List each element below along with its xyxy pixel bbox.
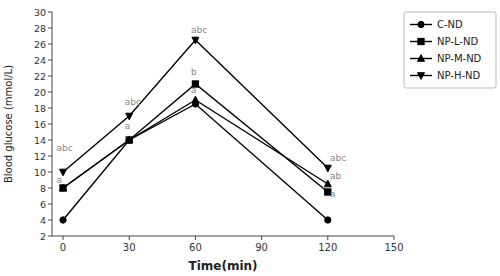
y-tick [48, 156, 52, 157]
legend-marker [418, 55, 425, 62]
legend-item: NP-M-ND [410, 53, 482, 64]
annotation: a [330, 189, 336, 199]
y-tick-label: 10 [34, 167, 46, 178]
y-tick-label: 2 [40, 231, 46, 242]
legend-marker [418, 21, 424, 27]
y-tick [48, 124, 52, 125]
x-tick-label: 90 [255, 242, 268, 253]
y-tick [48, 28, 52, 29]
point [60, 217, 66, 223]
y-tick [48, 92, 52, 93]
point [126, 137, 132, 143]
background [0, 0, 500, 276]
legend-label: C-ND [437, 19, 463, 30]
annotation: a [56, 175, 62, 185]
y-tick-label: 26 [34, 39, 46, 50]
legend-marker [418, 38, 424, 44]
legend-item: C-ND [410, 19, 463, 30]
annotation: b [191, 67, 197, 77]
y-tick-label: 14 [34, 135, 46, 146]
y-tick [48, 220, 52, 221]
y-tick-label: 8 [40, 183, 46, 194]
y-tick-label: 30 [34, 7, 46, 18]
y-tick-label: 4 [40, 215, 46, 226]
annotation: abc [125, 97, 141, 107]
y-tick [48, 140, 52, 141]
legend-label: NP-H-ND [437, 70, 481, 81]
y-tick [48, 188, 52, 189]
annotation: abc [191, 25, 207, 35]
annotation: a [125, 121, 131, 131]
series-line [63, 100, 328, 188]
annotation: ab [330, 171, 342, 181]
chart: 030609012015024681012141618202224262830T… [0, 0, 500, 276]
y-tick-label: 16 [34, 119, 46, 130]
y-tick-label: 12 [34, 151, 46, 162]
y-tick [48, 236, 52, 237]
plot-area [60, 37, 332, 223]
point [126, 137, 132, 143]
x-axis-line [52, 236, 394, 237]
legend-marker [418, 73, 425, 80]
point [325, 217, 331, 223]
y-tick-label: 20 [34, 87, 46, 98]
annotation: abc [330, 153, 346, 163]
point [324, 180, 331, 187]
y-tick-label: 18 [34, 103, 46, 114]
x-tick-label: 0 [60, 242, 66, 253]
point [192, 37, 199, 44]
x-tick [195, 236, 196, 240]
y-tick [48, 60, 52, 61]
y-tick [48, 44, 52, 45]
y-tick-label: 24 [34, 55, 46, 66]
legend-label: NP-M-ND [437, 53, 482, 64]
series-line [63, 104, 328, 220]
legend: C-ND NP-L-ND NP-M-ND NP-H-ND [404, 12, 496, 88]
legend-item: NP-L-ND [410, 36, 478, 47]
x-tick [327, 236, 328, 240]
legend-item: NP-H-ND [410, 70, 481, 81]
x-tick [129, 236, 130, 240]
x-tick [261, 236, 262, 240]
legend-label: NP-L-ND [437, 36, 478, 47]
y-tick [48, 172, 52, 173]
y-tick-label: 22 [34, 71, 46, 82]
y-tick [48, 12, 52, 13]
annotation: abc [56, 143, 72, 153]
point [60, 184, 67, 191]
point [126, 136, 133, 143]
point [192, 96, 199, 103]
x-tick-label: 120 [318, 242, 337, 253]
legend-box [404, 12, 496, 88]
x-tick-label: 60 [189, 242, 202, 253]
annotation: a [191, 85, 197, 95]
x-tick-label: 30 [123, 242, 136, 253]
x-tick-label: 150 [384, 242, 403, 253]
y-tick [48, 76, 52, 77]
x-tick [394, 236, 395, 240]
point [126, 113, 133, 120]
y-tick [48, 204, 52, 205]
y-tick-label: 28 [34, 23, 46, 34]
y-axis-label: Blood glucose (mmol/L) [3, 65, 14, 183]
series-line [63, 40, 328, 172]
x-axis-label: Time(min) [188, 259, 257, 273]
y-tick-label: 6 [40, 199, 46, 210]
y-tick [48, 108, 52, 109]
x-tick [63, 236, 64, 240]
